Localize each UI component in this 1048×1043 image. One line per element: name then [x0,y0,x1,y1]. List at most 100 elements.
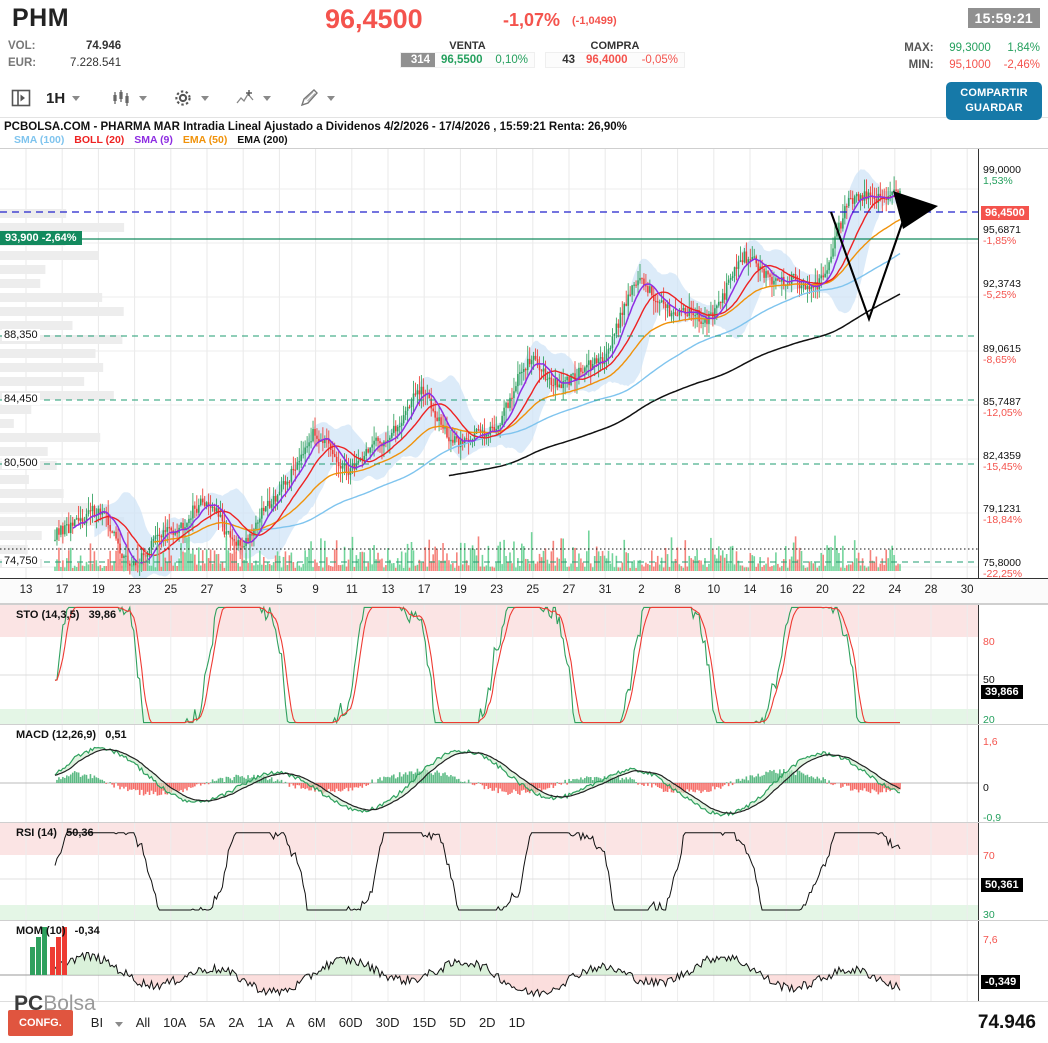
chart-area: 99,0000 1,53% 95,6871 -1,85% 92,3743 -5,25% 89… [0,148,1048,1020]
price-axis-value: 82,4359 [983,450,1021,462]
chevron-down-icon [139,95,147,101]
add-indicator-icon [236,90,254,104]
bi-selector[interactable]: BI [91,1015,123,1030]
price-axis-pct: -8,65% [983,354,1017,366]
range-button[interactable]: 15D [412,1015,437,1030]
indicator-value-tag: 50,361 [981,878,1023,892]
indicator-axis-label: 0 [983,782,989,794]
bottom-toolbar: CONFG. BI All 10A 5A 2A 1A A 6M 60D 30D 15D 5D 2D 1D… [0,1001,1048,1043]
range-button[interactable]: A [286,1015,295,1030]
range-button[interactable]: 5A [199,1015,216,1030]
macd-value: 0,51 [105,729,127,741]
range-button[interactable]: All [135,1015,151,1030]
share-save-button[interactable]: COMPARTIR GUARDAR [946,82,1042,120]
save-label: GUARDAR [965,102,1023,114]
price-axis-label: 99,0000 1,53% [983,165,1021,187]
date-tick: 2 [638,584,645,596]
settings-button[interactable] [172,85,209,111]
sto-axis: 80 50 20 39,866 [978,605,1048,724]
price-axis-value: 75,8000 [983,557,1021,569]
date-tick: 13 [381,584,395,596]
range-button[interactable]: 10A [163,1015,187,1030]
indicator-axis-label: -0,9 [983,812,1002,823]
range-button[interactable]: 1A [257,1015,274,1030]
date-tick: 20 [815,584,829,596]
price-axis-right[interactable]: 99,0000 1,53% 95,6871 -1,85% 92,3743 -5,25% 89… [978,149,1048,578]
support-level-label: 88,350 [2,329,40,341]
indicator-axis-label: 7,6 [983,934,998,946]
last-price: 96,4500 [325,4,423,34]
range-button[interactable]: 1D [508,1015,526,1030]
price-axis-value: 89,0615 [983,343,1021,355]
range-button[interactable]: 5D [449,1015,466,1030]
price-plot[interactable] [0,149,978,578]
support-level-label: 84,450 [2,393,40,405]
price-axis-label: 75,8000 -22,25% [983,557,1023,579]
volume-label: VOL: [8,40,36,52]
current-price-tag: 96,4500 [981,206,1029,220]
ask-pct: 0,10% [495,54,528,66]
config-button[interactable]: CONFG. [8,1009,73,1036]
range-button[interactable]: 6M [307,1015,326,1030]
drawing-tools-button[interactable] [298,85,335,111]
chevron-down-icon [327,95,335,101]
watermark-part2: Bolsa [43,992,96,1015]
ask-box: VENTA 314 96,5500 0,10% [400,40,535,68]
date-tick: 11 [345,584,358,596]
range-button[interactable]: 30D [375,1015,400,1030]
rsi-series-svg [0,823,978,920]
date-tick: 23 [128,584,141,596]
panel-toggle-button[interactable] [10,85,32,111]
date-tick: 13 [19,584,33,596]
price-axis-pct: -15,45% [983,461,1023,473]
rsi-plot [0,823,978,920]
price-axis-pct: -22,25% [983,568,1023,579]
indicator-value-tag: 39,866 [981,685,1023,699]
timeframe-selector[interactable]: 1H [46,85,81,111]
add-indicator-button[interactable] [234,85,271,111]
price-chart-panel[interactable]: 99,0000 1,53% 95,6871 -1,85% 92,3743 -5,25% 89… [0,148,1048,578]
range-button[interactable]: 60D [338,1015,363,1030]
bid-pct: -0,05% [641,54,678,66]
price-axis-label: 85,7487 -12,05% [983,397,1022,419]
mom-value: -0,34 [74,925,100,937]
indicator-legend: SMA (100) BOLL (20) SMA (9) EMA (50) EMA… [0,134,1048,148]
date-tick: 25 [164,584,178,596]
indicator-panel-sto[interactable]: STO (14,3,5) 39,86 80 50 20 39,866 [0,604,1048,724]
range-buttons: All 10A 5A 2A 1A A 6M 60D 30D 15D 5D 2D 1D [123,1015,526,1030]
legend-ema50: EMA (50) [182,134,228,146]
price-axis-value: 85,7487 [983,396,1021,408]
range-button[interactable]: 2D [478,1015,496,1030]
macd-plot [0,725,978,822]
macd-title: MACD (12,26,9) 0,51 [16,729,127,741]
indicator-axis-label: 30 [983,909,995,921]
chevron-down-icon [201,95,209,101]
market-clock: 15:59:21 [967,8,1040,28]
timeframe-label: 1H [46,89,66,107]
date-tick: 19 [453,584,467,596]
date-tick: 5 [276,584,283,596]
price-axis-label: 95,6871 -1,85% [983,225,1021,247]
turnover-row: EUR: 7.228.541 [8,55,121,72]
min-label: MIN: [908,59,934,71]
support-level-label: 74,750 [2,555,40,567]
date-tick: 3 [239,584,247,596]
max-row: MAX: 99,3000 1,84% [904,40,1040,57]
price-axis-label: 82,4359 -15,45% [983,451,1022,473]
indicator-panel-macd[interactable]: MACD (12,26,9) 0,51 1,6 0 -0,9 [0,724,1048,822]
date-tick: 27 [562,584,576,596]
bid-box: COMPRA 43 96,4000 -0,05% [545,40,685,68]
rsi-axis: 70 30 50,361 [978,823,1048,920]
price-axis-pct: -18,84% [983,514,1023,526]
footer-volume: 74.946 [977,1011,1036,1033]
min-value: 95,1000 [949,59,991,71]
indicator-panel-rsi[interactable]: RSI (14) 50,36 70 30 50,361 [0,822,1048,920]
price-series-svg [0,149,978,578]
bid-price: 96,4000 [586,54,628,66]
sto-value: 39,86 [88,609,117,621]
date-axis[interactable]: 13 17 19 23 25 27 3 5 9 11 13 17 19 23 25 27 31 2 8 10 14 16 2… [0,578,1048,604]
range-button[interactable]: 2A [228,1015,245,1030]
price-axis-pct: -5,25% [983,289,1017,301]
chart-type-selector[interactable] [110,85,147,111]
chevron-down-icon [263,95,271,101]
